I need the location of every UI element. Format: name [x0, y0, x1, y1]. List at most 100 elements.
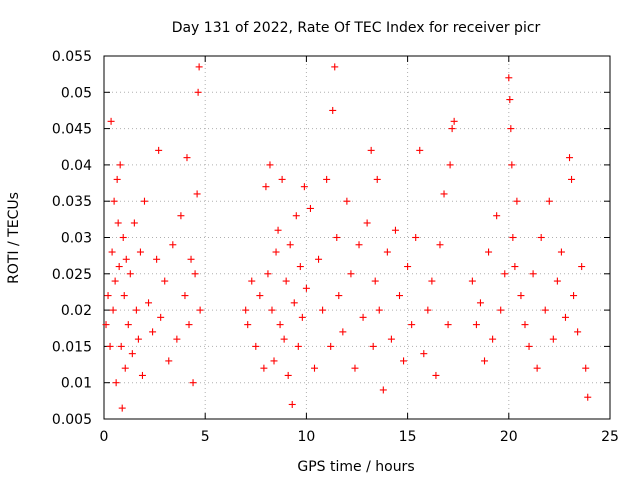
x-tick-label: 25	[601, 429, 619, 445]
data-points	[102, 63, 592, 412]
x-tick-label: 15	[399, 429, 417, 445]
data-point	[155, 146, 163, 154]
data-point	[440, 190, 448, 198]
data-point	[335, 292, 343, 300]
data-point	[310, 364, 318, 372]
data-point	[420, 350, 428, 358]
data-point	[113, 175, 121, 183]
data-point	[306, 204, 314, 212]
data-point	[444, 321, 452, 329]
x-tick-labels: 0 5 10 15 20 25	[100, 429, 619, 445]
data-point	[161, 277, 169, 285]
data-point	[119, 234, 127, 241]
data-point	[363, 219, 371, 227]
data-point	[400, 357, 408, 365]
x-tick-label: 20	[500, 429, 518, 445]
data-point	[121, 364, 129, 372]
data-point	[280, 335, 288, 343]
data-point	[185, 321, 193, 329]
data-point	[541, 306, 549, 314]
y-tick-label: 0.015	[52, 339, 92, 355]
x-tick-label: 10	[297, 429, 315, 445]
data-point	[506, 96, 514, 104]
data-point	[140, 197, 148, 205]
data-point	[153, 255, 161, 263]
data-point	[424, 306, 432, 314]
data-point	[448, 125, 456, 133]
data-point	[355, 241, 363, 249]
data-point	[132, 306, 140, 314]
y-tick-labels: 0.005 0.01 0.015 0.02 0.025 0.03 0.035 0.04 0.04…	[52, 49, 92, 428]
data-point	[432, 371, 440, 379]
data-point	[574, 328, 582, 336]
data-point	[408, 321, 416, 329]
x-tick-label: 0	[100, 429, 109, 445]
y-tick-label: 0.03	[61, 231, 92, 247]
data-point	[566, 154, 574, 162]
y-tick-label: 0.01	[61, 376, 92, 392]
data-point	[329, 106, 337, 114]
data-point	[489, 335, 497, 343]
data-point	[497, 306, 505, 314]
data-point	[481, 357, 489, 365]
data-point	[260, 364, 268, 372]
grid-lines	[104, 56, 610, 419]
data-point	[375, 306, 383, 314]
data-point	[570, 292, 578, 300]
data-point	[507, 125, 515, 133]
data-point	[124, 321, 132, 329]
data-point	[262, 183, 270, 191]
data-point	[104, 292, 112, 300]
data-point	[578, 263, 586, 271]
data-point	[331, 63, 339, 71]
data-point	[270, 357, 278, 365]
data-point	[537, 234, 545, 241]
data-point	[383, 248, 391, 256]
data-point	[416, 146, 424, 154]
y-tick-label: 0.045	[52, 122, 92, 138]
data-point	[436, 241, 444, 249]
data-point	[553, 277, 561, 285]
data-point	[116, 161, 124, 169]
y-tick-label: 0.04	[61, 158, 92, 174]
data-point	[508, 161, 516, 169]
data-point	[450, 117, 458, 125]
data-point	[268, 306, 276, 314]
data-point	[284, 371, 292, 379]
data-point	[189, 379, 197, 387]
y-axis-label: ROTI / TECUs	[6, 192, 22, 284]
data-point	[371, 277, 379, 285]
data-point	[248, 277, 256, 285]
data-point	[177, 212, 185, 220]
data-point	[545, 197, 553, 205]
data-point	[122, 255, 130, 263]
data-point	[557, 248, 565, 256]
y-tick-label: 0.005	[52, 412, 92, 428]
data-point	[404, 263, 412, 271]
data-point	[256, 292, 264, 300]
data-point	[272, 248, 280, 256]
data-point	[584, 393, 592, 401]
data-point	[485, 248, 493, 256]
data-point	[513, 197, 521, 205]
data-point	[521, 321, 529, 329]
y-tick-label: 0.055	[52, 49, 92, 65]
data-point	[509, 234, 517, 241]
data-point	[561, 313, 569, 321]
data-point	[194, 88, 202, 96]
data-point	[468, 277, 476, 285]
data-point	[343, 197, 351, 205]
data-point	[294, 342, 302, 350]
data-point	[493, 212, 501, 220]
data-point	[412, 234, 420, 241]
data-point	[118, 404, 126, 412]
data-point	[367, 146, 375, 154]
data-point	[278, 175, 286, 183]
data-point	[333, 234, 341, 241]
data-point	[396, 292, 404, 300]
data-point	[296, 263, 304, 271]
data-point	[120, 292, 128, 300]
data-point	[264, 270, 272, 278]
data-point	[300, 183, 308, 191]
